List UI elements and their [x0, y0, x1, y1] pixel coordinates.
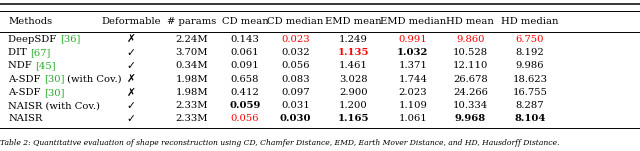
Text: 1.061: 1.061 [399, 114, 427, 124]
Text: 1.98M: 1.98M [176, 88, 208, 97]
Text: 3.70M: 3.70M [176, 48, 208, 57]
Text: 8.192: 8.192 [516, 48, 544, 57]
Text: 2.33M: 2.33M [176, 114, 208, 124]
Text: 10.528: 10.528 [453, 48, 488, 57]
Text: A-SDF: A-SDF [8, 75, 44, 84]
Text: [45]: [45] [35, 61, 56, 70]
Text: 0.031: 0.031 [282, 101, 310, 110]
Text: DIT: DIT [8, 48, 30, 57]
Text: 18.623: 18.623 [513, 75, 547, 84]
Text: 0.34M: 0.34M [176, 61, 208, 70]
Text: 0.059: 0.059 [229, 101, 261, 110]
Text: 1.200: 1.200 [339, 101, 367, 110]
Text: EMD mean: EMD mean [325, 17, 381, 26]
Text: NAISR: NAISR [8, 114, 43, 124]
Text: 12.110: 12.110 [452, 61, 488, 70]
Text: 1.249: 1.249 [339, 35, 368, 44]
Text: 1.032: 1.032 [397, 48, 429, 57]
Text: 1.135: 1.135 [337, 48, 369, 57]
Text: [30]: [30] [44, 88, 65, 97]
Text: # params: # params [168, 17, 216, 26]
Text: ✗: ✗ [127, 74, 136, 84]
Text: 2.24M: 2.24M [176, 35, 208, 44]
Text: Table 2: Quantitative evaluation of shape reconstruction using CD, Chamfer Dista: Table 2: Quantitative evaluation of shap… [0, 139, 559, 147]
Text: ✗: ✗ [127, 34, 136, 44]
Text: [36]: [36] [60, 35, 80, 44]
Text: 0.030: 0.030 [280, 114, 312, 124]
Text: 9.986: 9.986 [516, 61, 544, 70]
Text: 0.056: 0.056 [231, 114, 259, 124]
Text: 0.032: 0.032 [282, 48, 310, 57]
Text: CD median: CD median [268, 17, 324, 26]
Text: 0.091: 0.091 [231, 61, 259, 70]
Text: 26.678: 26.678 [453, 75, 488, 84]
Text: ✓: ✓ [127, 101, 136, 111]
Text: Methods: Methods [8, 17, 52, 26]
Text: 2.33M: 2.33M [176, 101, 208, 110]
Text: 0.061: 0.061 [231, 48, 259, 57]
Text: ✗: ✗ [127, 87, 136, 97]
Text: 1.461: 1.461 [339, 61, 368, 70]
Text: HD mean: HD mean [447, 17, 494, 26]
Text: Deformable: Deformable [101, 17, 161, 26]
Text: DeepSDF: DeepSDF [8, 35, 60, 44]
Text: 2.900: 2.900 [339, 88, 367, 97]
Text: 3.028: 3.028 [339, 75, 367, 84]
Text: 0.056: 0.056 [282, 61, 310, 70]
Text: 0.143: 0.143 [230, 35, 260, 44]
Text: 0.023: 0.023 [282, 35, 310, 44]
Text: 0.991: 0.991 [399, 35, 427, 44]
Text: NDF: NDF [8, 61, 35, 70]
Text: 24.266: 24.266 [453, 88, 488, 97]
Text: 8.287: 8.287 [516, 101, 544, 110]
Text: 0.412: 0.412 [230, 88, 260, 97]
Text: ✓: ✓ [127, 114, 136, 124]
Text: (with Cov.): (with Cov.) [65, 75, 122, 84]
Text: ✓: ✓ [127, 61, 136, 71]
Text: 1.98M: 1.98M [176, 75, 208, 84]
Text: 10.334: 10.334 [452, 101, 488, 110]
Text: EMD median: EMD median [380, 17, 446, 26]
Text: NAISR (with Cov.): NAISR (with Cov.) [8, 101, 100, 110]
Text: A-SDF: A-SDF [8, 88, 44, 97]
Text: 0.658: 0.658 [231, 75, 259, 84]
Text: [30]: [30] [44, 75, 65, 84]
Text: [67]: [67] [30, 48, 51, 57]
Text: 0.083: 0.083 [282, 75, 310, 84]
Text: 1.109: 1.109 [398, 101, 428, 110]
Text: 16.755: 16.755 [513, 88, 547, 97]
Text: 1.744: 1.744 [398, 75, 428, 84]
Text: 9.968: 9.968 [455, 114, 486, 124]
Text: HD median: HD median [501, 17, 559, 26]
Text: 9.860: 9.860 [456, 35, 484, 44]
Text: CD mean: CD mean [221, 17, 269, 26]
Text: 1.371: 1.371 [398, 61, 428, 70]
Text: 0.097: 0.097 [282, 88, 310, 97]
Text: 1.165: 1.165 [337, 114, 369, 124]
Text: ✓: ✓ [127, 48, 136, 58]
Text: 6.750: 6.750 [516, 35, 544, 44]
Text: 2.023: 2.023 [399, 88, 427, 97]
Text: 8.104: 8.104 [514, 114, 546, 124]
